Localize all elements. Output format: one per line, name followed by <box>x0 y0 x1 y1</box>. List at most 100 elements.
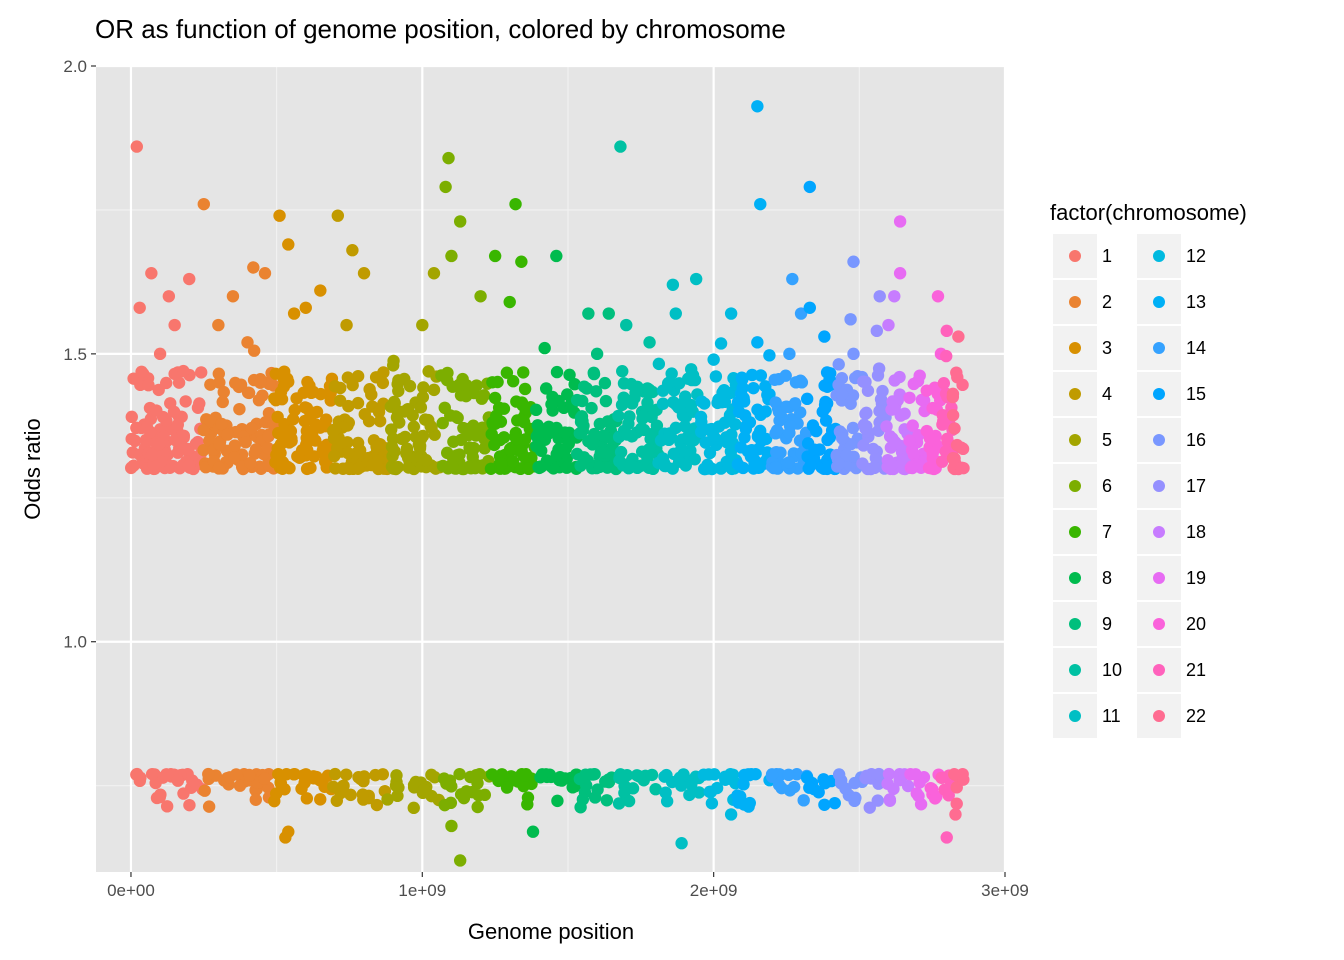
legend-item-20: 20 <box>1137 602 1206 646</box>
point-chr-19 <box>903 434 916 447</box>
point-chr-1 <box>147 458 160 471</box>
x-tick-label: 2e+09 <box>690 881 738 900</box>
point-chr-15 <box>819 414 833 427</box>
point-chr-11 <box>675 397 688 411</box>
point-chr-3 <box>295 782 308 795</box>
point-chr-12 <box>729 418 742 431</box>
point-chr-5 <box>392 781 405 794</box>
legend-item-19: 19 <box>1137 556 1206 600</box>
point-chr-7 <box>495 457 508 471</box>
point-chr-1 <box>183 798 196 812</box>
point-chr-15 <box>818 777 832 790</box>
point-chr-15 <box>804 459 817 472</box>
point-chr-15 <box>808 443 821 456</box>
point-chr-13 <box>733 790 747 803</box>
point-chr-17 <box>871 369 885 382</box>
point-chr-6 <box>451 411 464 425</box>
point-chr-11 <box>685 778 698 791</box>
point-chr-6 <box>438 401 451 415</box>
point-chr-2 <box>261 441 275 455</box>
point-chr-8 <box>534 460 547 473</box>
point-chr-12 <box>705 797 719 810</box>
point-chr-6 <box>453 378 466 391</box>
legend-key-dot <box>1069 664 1081 676</box>
point-chr-11 <box>652 357 666 371</box>
point-chr-2 <box>228 376 242 390</box>
series-chr-22 <box>946 330 970 821</box>
point-chr-7 <box>521 791 535 804</box>
point-chr-8 <box>550 249 563 263</box>
point-chr-13 <box>754 197 767 211</box>
point-chr-16 <box>847 347 860 361</box>
point-chr-7 <box>490 409 503 423</box>
legend-key-dot <box>1069 250 1081 262</box>
point-chr-1 <box>150 404 163 417</box>
point-chr-8 <box>550 447 563 461</box>
point-chr-10 <box>641 396 654 410</box>
point-chr-9 <box>589 385 603 398</box>
legend-key-dot <box>1153 342 1165 354</box>
legend-label: 2 <box>1102 292 1112 312</box>
y-tick-label: 2.0 <box>63 57 87 76</box>
point-chr-10 <box>620 318 633 332</box>
point-chr-11 <box>663 376 676 389</box>
point-chr-5 <box>392 384 405 398</box>
point-chr-4 <box>351 369 365 383</box>
point-chr-5 <box>407 801 420 815</box>
point-chr-6 <box>478 442 491 455</box>
legend-item-1: 1 <box>1053 234 1112 278</box>
point-chr-19 <box>915 393 929 407</box>
point-chr-5 <box>386 359 400 372</box>
point-chr-2 <box>229 768 243 781</box>
point-chr-1 <box>160 800 174 813</box>
point-chr-17 <box>871 794 884 807</box>
point-chr-13 <box>761 446 774 459</box>
y-axis-title: Odds ratio <box>20 418 45 520</box>
point-chr-3 <box>317 440 330 454</box>
point-chr-4 <box>340 768 353 781</box>
point-chr-14 <box>793 406 807 419</box>
point-chr-3 <box>310 405 324 419</box>
point-chr-6 <box>471 776 484 790</box>
point-chr-3 <box>273 209 286 222</box>
point-chr-15 <box>812 786 825 799</box>
point-chr-9 <box>587 367 601 381</box>
point-chr-3 <box>300 792 314 805</box>
point-chr-2 <box>204 415 217 428</box>
legend-label: 15 <box>1186 384 1206 404</box>
point-chr-2 <box>258 267 272 280</box>
x-tick-label: 3e+09 <box>981 881 1029 900</box>
point-chr-16 <box>832 358 845 371</box>
point-chr-5 <box>417 783 431 797</box>
point-chr-17 <box>870 324 884 338</box>
point-chr-18 <box>893 388 906 401</box>
point-chr-7 <box>506 455 520 468</box>
point-chr-5 <box>389 462 403 476</box>
point-chr-12 <box>709 370 723 383</box>
legend-label: 16 <box>1186 430 1206 450</box>
point-chr-12 <box>714 337 728 350</box>
legend-label: 9 <box>1102 614 1112 634</box>
point-chr-2 <box>212 318 225 332</box>
point-chr-15 <box>803 781 816 794</box>
point-chr-20 <box>931 290 945 303</box>
point-chr-9 <box>573 772 587 786</box>
point-chr-16 <box>846 421 860 435</box>
point-chr-5 <box>422 365 435 378</box>
point-chr-3 <box>314 421 327 434</box>
point-chr-9 <box>570 393 584 407</box>
point-chr-9 <box>586 438 599 451</box>
point-chr-6 <box>440 446 454 460</box>
point-chr-7 <box>517 366 530 379</box>
point-chr-3 <box>298 414 311 428</box>
point-chr-3 <box>297 769 310 782</box>
point-chr-13 <box>747 462 760 475</box>
point-chr-11 <box>689 272 703 286</box>
point-chr-1 <box>160 768 173 781</box>
point-chr-4 <box>357 775 370 788</box>
legend-key-dot <box>1153 480 1165 492</box>
point-chr-4 <box>373 414 387 428</box>
point-chr-2 <box>239 436 252 449</box>
point-chr-5 <box>417 381 430 394</box>
point-chr-7 <box>517 779 530 793</box>
